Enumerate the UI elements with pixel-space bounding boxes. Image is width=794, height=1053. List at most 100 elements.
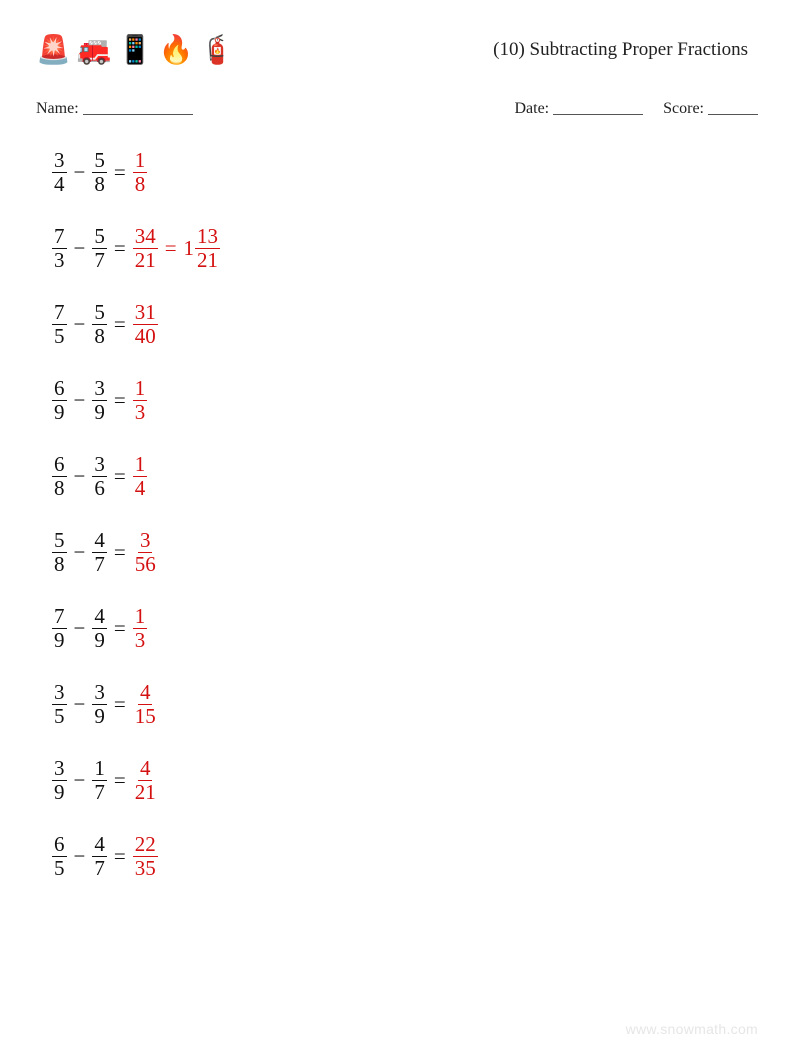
problem-row: 35−39=415 — [52, 680, 758, 728]
fraction: 47 — [92, 833, 107, 878]
minus-sign: − — [74, 616, 86, 641]
date-field: Date: — [514, 100, 643, 118]
denominator: 7 — [92, 553, 107, 575]
score-blank[interactable] — [708, 114, 758, 115]
fraction: 3421 — [133, 225, 158, 270]
firetruck-icon: 🚒 — [77, 33, 112, 67]
equals-sign: = — [114, 464, 126, 489]
denominator: 8 — [52, 477, 67, 499]
minus-sign: − — [74, 388, 86, 413]
fraction: 3140 — [133, 301, 158, 346]
fraction: 75 — [52, 301, 67, 346]
fraction: 36 — [92, 453, 107, 498]
equals-sign: = — [114, 236, 126, 261]
equals-sign: = — [114, 844, 126, 869]
fraction: 1321 — [195, 225, 220, 270]
problem-row: 65−47 = 2235 — [52, 832, 758, 880]
denominator: 21 — [133, 781, 158, 803]
worksheet-title: (10) Subtracting Proper Fractions — [493, 39, 748, 61]
denominator: 9 — [52, 781, 67, 803]
fraction: 65 — [52, 833, 67, 878]
numerator: 31 — [133, 301, 158, 324]
problem-row: 58−47=356 — [52, 528, 758, 576]
worksheet-page: 🚨 🚒 📱 🔥 🧯 (10) Subtracting Proper Fracti… — [0, 0, 794, 1053]
denominator: 8 — [133, 173, 148, 195]
mixed-number: 11321 — [184, 225, 221, 270]
numerator: 6 — [52, 453, 67, 476]
numerator: 7 — [52, 225, 67, 248]
date-label: Date: — [514, 100, 549, 117]
fraction: 68 — [52, 453, 67, 498]
problems-list: 34−58=1873−57=3421=1132175−58=314069−39=… — [52, 148, 758, 880]
header-row: 🚨 🚒 📱 🔥 🧯 (10) Subtracting Proper Fracti… — [36, 28, 758, 72]
numerator: 5 — [92, 301, 107, 324]
minus-sign: − — [74, 844, 86, 869]
equals-sign: = — [114, 540, 126, 565]
equals-sign: = — [114, 388, 126, 413]
minus-sign: − — [74, 540, 86, 565]
problem-row: 79−49=13 — [52, 604, 758, 652]
minus-sign: − — [74, 692, 86, 717]
fraction: 356 — [133, 529, 158, 574]
numerator: 1 — [133, 377, 148, 400]
numerator: 3 — [52, 149, 67, 172]
denominator: 8 — [92, 173, 107, 195]
fraction: 57 — [92, 225, 107, 270]
denominator: 7 — [92, 781, 107, 803]
denominator: 5 — [52, 325, 67, 347]
numerator: 4 — [138, 681, 153, 704]
numerator: 22 — [133, 833, 158, 856]
problem-row: 68−36=14 — [52, 452, 758, 500]
score-field: Score: — [663, 100, 758, 118]
name-label: Name: — [36, 100, 79, 117]
name-blank[interactable] — [83, 114, 193, 115]
numerator: 5 — [92, 149, 107, 172]
denominator: 3 — [133, 401, 148, 423]
problem-row: 75−58=3140 — [52, 300, 758, 348]
fraction: 39 — [52, 757, 67, 802]
denominator: 5 — [52, 857, 67, 879]
denominator: 35 — [133, 857, 158, 879]
fraction: 2235 — [133, 833, 158, 878]
denominator: 8 — [92, 325, 107, 347]
fraction: 421 — [133, 757, 158, 802]
whole-part: 1 — [184, 236, 195, 261]
fraction: 49 — [92, 605, 107, 650]
minus-sign: − — [74, 312, 86, 337]
denominator: 15 — [133, 705, 158, 727]
numerator: 7 — [52, 605, 67, 628]
numerator: 4 — [92, 833, 107, 856]
equals-sign: = — [114, 616, 126, 641]
numerator: 3 — [92, 453, 107, 476]
date-blank[interactable] — [553, 114, 643, 115]
denominator: 21 — [195, 249, 220, 271]
problem-row: 73−57=3421=11321 — [52, 224, 758, 272]
numerator: 7 — [52, 301, 67, 324]
equals-sign: = — [114, 692, 126, 717]
denominator: 4 — [133, 477, 148, 499]
fraction: 13 — [133, 377, 148, 422]
date-score-group: Date: Score: — [514, 100, 758, 118]
fraction: 14 — [133, 453, 148, 498]
numerator: 3 — [138, 529, 153, 552]
numerator: 1 — [92, 757, 107, 780]
equals-sign: = — [114, 312, 126, 337]
denominator: 8 — [52, 553, 67, 575]
numerator: 3 — [52, 681, 67, 704]
problem-row: 69−39=13 — [52, 376, 758, 424]
numerator: 1 — [133, 149, 148, 172]
denominator: 40 — [133, 325, 158, 347]
extinguisher-icon: 🧯 — [200, 33, 235, 67]
denominator: 9 — [92, 705, 107, 727]
numerator: 1 — [133, 453, 148, 476]
equals-sign: = — [165, 236, 177, 261]
denominator: 9 — [92, 401, 107, 423]
denominator: 9 — [52, 629, 67, 651]
fraction: 39 — [92, 681, 107, 726]
denominator: 56 — [133, 553, 158, 575]
minus-sign: − — [74, 236, 86, 261]
fraction: 17 — [92, 757, 107, 802]
problem-row: 34−58=18 — [52, 148, 758, 196]
header-icons: 🚨 🚒 📱 🔥 🧯 — [36, 33, 234, 67]
numerator: 6 — [52, 833, 67, 856]
